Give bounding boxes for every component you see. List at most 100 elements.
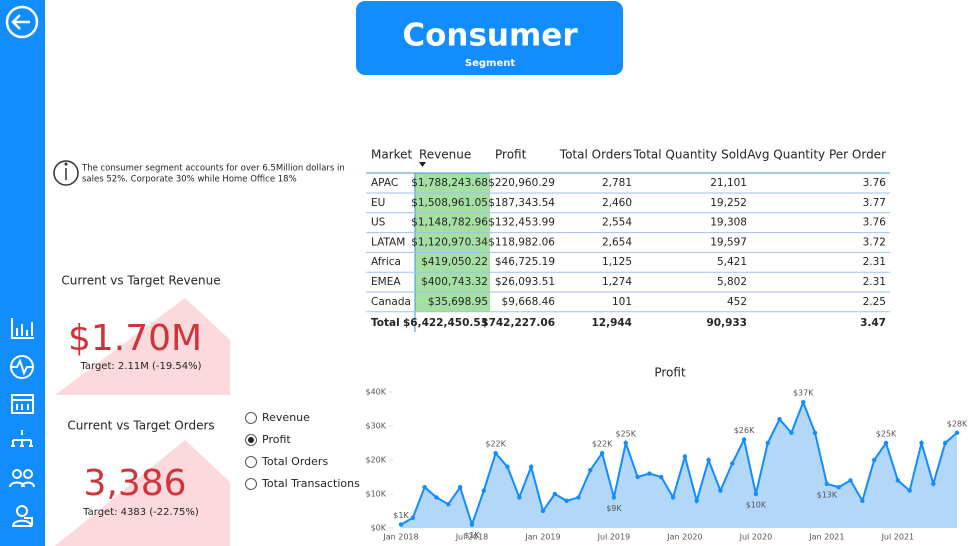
data-label: $25K <box>876 430 897 439</box>
nav-icons[interactable] <box>9 318 35 527</box>
point <box>588 468 593 473</box>
point <box>682 454 688 459</box>
point <box>422 485 427 490</box>
point <box>505 464 510 469</box>
y-tick-label: $20K <box>365 456 386 465</box>
point <box>895 478 901 483</box>
point <box>517 495 522 500</box>
table-cell: 2,781 <box>602 177 632 189</box>
point <box>801 400 806 405</box>
column-header: Profit <box>495 148 527 162</box>
table-cell: 2.31 <box>863 256 886 268</box>
point <box>718 488 723 493</box>
radio-button[interactable] <box>245 456 257 468</box>
y-tick-label: $0K <box>371 524 387 533</box>
back-button[interactable] <box>5 5 39 39</box>
y-tick-label: $10K <box>365 490 386 499</box>
point <box>552 491 557 497</box>
table-cell: $26,093.51 <box>495 276 555 288</box>
point <box>883 440 889 446</box>
point <box>446 502 451 507</box>
column-header: Total Quantity Sold <box>633 148 747 162</box>
table-cell: EU <box>371 197 385 209</box>
column-header: Revenue <box>419 148 471 162</box>
table-cell: 2,654 <box>602 236 632 248</box>
point <box>647 471 652 476</box>
point <box>434 495 439 500</box>
table-cell: Africa <box>371 256 401 268</box>
column-header: Avg Quantity Per Order <box>747 148 886 162</box>
total-cell: Total <box>371 317 400 329</box>
info-text: sales 52%. Corporate 30% while Home Offi… <box>82 175 297 185</box>
x-tick-label: Jul 2019 <box>597 533 631 542</box>
table-cell: $9,668.46 <box>502 296 556 308</box>
point <box>576 495 581 500</box>
data-label: $26K <box>734 426 755 435</box>
point <box>907 488 912 493</box>
radio-label[interactable]: Revenue <box>262 411 310 424</box>
data-label: $13K <box>817 490 838 499</box>
data-label: $9K <box>606 504 622 513</box>
y-tick-label: $40K <box>365 388 386 397</box>
x-tick-label: Jul 2020 <box>739 533 773 542</box>
kpi-value: $1.70M <box>68 318 202 359</box>
table-cell: Canada <box>371 296 411 308</box>
table-cell: 452 <box>727 296 747 308</box>
data-label: $1K <box>464 531 480 540</box>
point <box>410 515 416 520</box>
table-cell: $1,148,782.96 <box>411 217 488 229</box>
point <box>753 491 759 497</box>
radio-label[interactable]: Total Transactions <box>261 477 360 490</box>
radio-button[interactable] <box>245 412 257 424</box>
kpi-title: Current vs Target Revenue <box>61 274 220 288</box>
table-cell: 101 <box>612 296 632 308</box>
total-cell: 3.47 <box>860 317 886 329</box>
x-tick-label: Jul 2018 <box>455 533 489 542</box>
point <box>564 498 569 503</box>
kpi-background <box>55 440 230 546</box>
point <box>694 498 699 503</box>
point <box>493 451 498 456</box>
total-cell: 12,944 <box>591 317 632 329</box>
table-cell: 1,125 <box>602 256 632 268</box>
point <box>623 440 628 446</box>
table-cell: 2,460 <box>602 197 632 209</box>
point <box>954 430 960 435</box>
header-subtitle: Segment <box>465 58 515 69</box>
radio-label[interactable]: Profit <box>262 433 291 446</box>
info-text: The consumer segment accounts for over 6… <box>81 164 345 174</box>
table-cell: $1,120,970.34 <box>411 236 488 248</box>
radio-label[interactable]: Total Orders <box>261 455 328 468</box>
table-cell: 19,597 <box>710 236 747 248</box>
data-label: $10K <box>746 501 767 510</box>
x-tick-label: Jul 2021 <box>881 533 915 542</box>
table-cell: $187,343.54 <box>488 197 555 209</box>
point <box>670 495 676 500</box>
info-icon <box>53 160 79 186</box>
total-cell: 90,933 <box>706 317 747 329</box>
data-label: $22K <box>485 440 506 449</box>
point <box>659 474 664 480</box>
point <box>765 440 770 446</box>
table-cell: 21,101 <box>710 177 747 189</box>
column-header: Market <box>371 148 413 162</box>
x-tick-label: Jan 2018 <box>382 533 418 542</box>
radio-button[interactable] <box>245 478 257 490</box>
x-tick-label: Jan 2020 <box>666 533 702 542</box>
table-cell: 3.76 <box>863 177 887 189</box>
table-cell: $35,698.95 <box>428 296 488 308</box>
revenue-column <box>415 173 490 312</box>
table-cell: 2.31 <box>863 276 886 288</box>
table-cell: $1,508,961.05 <box>411 197 488 209</box>
table-cell: 3.72 <box>863 236 886 248</box>
point <box>540 508 546 514</box>
radio-selected <box>248 437 254 443</box>
x-tick-label: Jan 2019 <box>524 533 560 542</box>
table-cell: $118,982.06 <box>488 236 555 248</box>
table-cell: APAC <box>371 177 398 189</box>
point <box>730 461 735 466</box>
kpi-value: 3,386 <box>83 463 186 504</box>
table-cell: 19,252 <box>710 197 747 209</box>
point <box>635 474 640 480</box>
table-cell: LATAM <box>371 236 405 248</box>
